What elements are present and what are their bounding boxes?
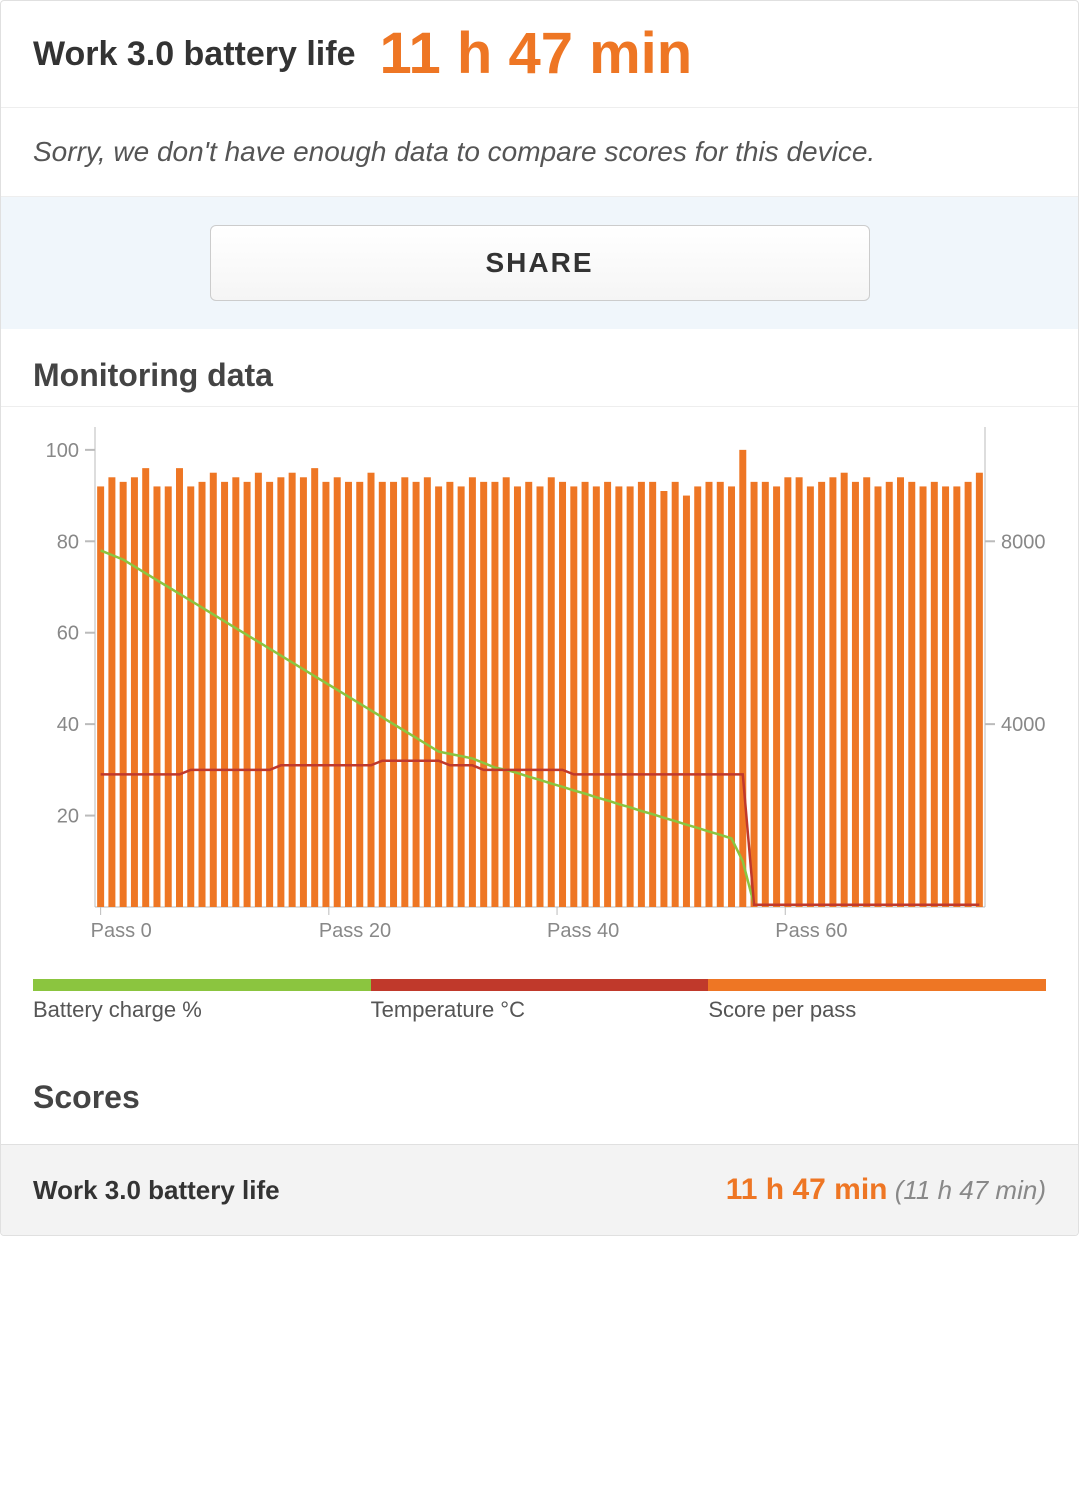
svg-text:8000: 8000 [1001, 531, 1046, 553]
legend-label-score: Score per pass [708, 991, 1046, 1023]
share-row: SHARE [1, 197, 1078, 329]
svg-text:Pass 0: Pass 0 [91, 920, 152, 942]
svg-text:Pass 40: Pass 40 [547, 920, 619, 942]
svg-text:100: 100 [46, 440, 79, 462]
legend-item-score: Score per pass [708, 979, 1046, 1023]
svg-text:20: 20 [57, 806, 79, 828]
header-title: Work 3.0 battery life [33, 35, 356, 74]
legend-swatch-battery [33, 979, 371, 991]
score-row-label: Work 3.0 battery life [33, 1175, 280, 1206]
legend-label-temperature: Temperature °C [371, 991, 709, 1023]
scores-title: Scores [1, 1047, 1078, 1144]
score-row-subvalue: (11 h 47 min) [895, 1175, 1046, 1205]
notice-text: Sorry, we don't have enough data to comp… [1, 108, 1078, 197]
score-row: Work 3.0 battery life 11 h 47 min (11 h … [1, 1144, 1078, 1235]
score-row-value: 11 h 47 min [726, 1173, 888, 1206]
header-row: Work 3.0 battery life 11 h 47 min [1, 1, 1078, 108]
benchmark-card: Work 3.0 battery life 11 h 47 min Sorry,… [0, 0, 1079, 1236]
score-row-value-wrap: 11 h 47 min (11 h 47 min) [726, 1173, 1046, 1207]
svg-text:Pass 20: Pass 20 [319, 920, 391, 942]
share-button[interactable]: SHARE [210, 225, 870, 301]
svg-text:60: 60 [57, 623, 79, 645]
svg-text:40: 40 [57, 714, 79, 736]
monitoring-chart: 20 40 60 80 100 4000 8000 Pass 0 Pass 20 Pass 40 P… [25, 407, 1056, 967]
monitoring-title: Monitoring data [1, 329, 1078, 406]
svg-text:Pass 60: Pass 60 [775, 920, 847, 942]
svg-text:80: 80 [57, 531, 79, 553]
legend-row: Battery charge % Temperature °C Score pe… [1, 979, 1078, 1047]
legend-label-battery: Battery charge % [33, 991, 371, 1023]
chart-container: 20 40 60 80 100 4000 8000 Pass 0 Pass 20 Pass 40 P… [1, 406, 1078, 979]
header-value: 11 h 47 min [380, 25, 693, 83]
legend-item-temperature: Temperature °C [371, 979, 709, 1023]
legend-swatch-temperature [371, 979, 709, 991]
legend-swatch-score [708, 979, 1046, 991]
legend-item-battery: Battery charge % [33, 979, 371, 1023]
svg-text:4000: 4000 [1001, 714, 1046, 736]
